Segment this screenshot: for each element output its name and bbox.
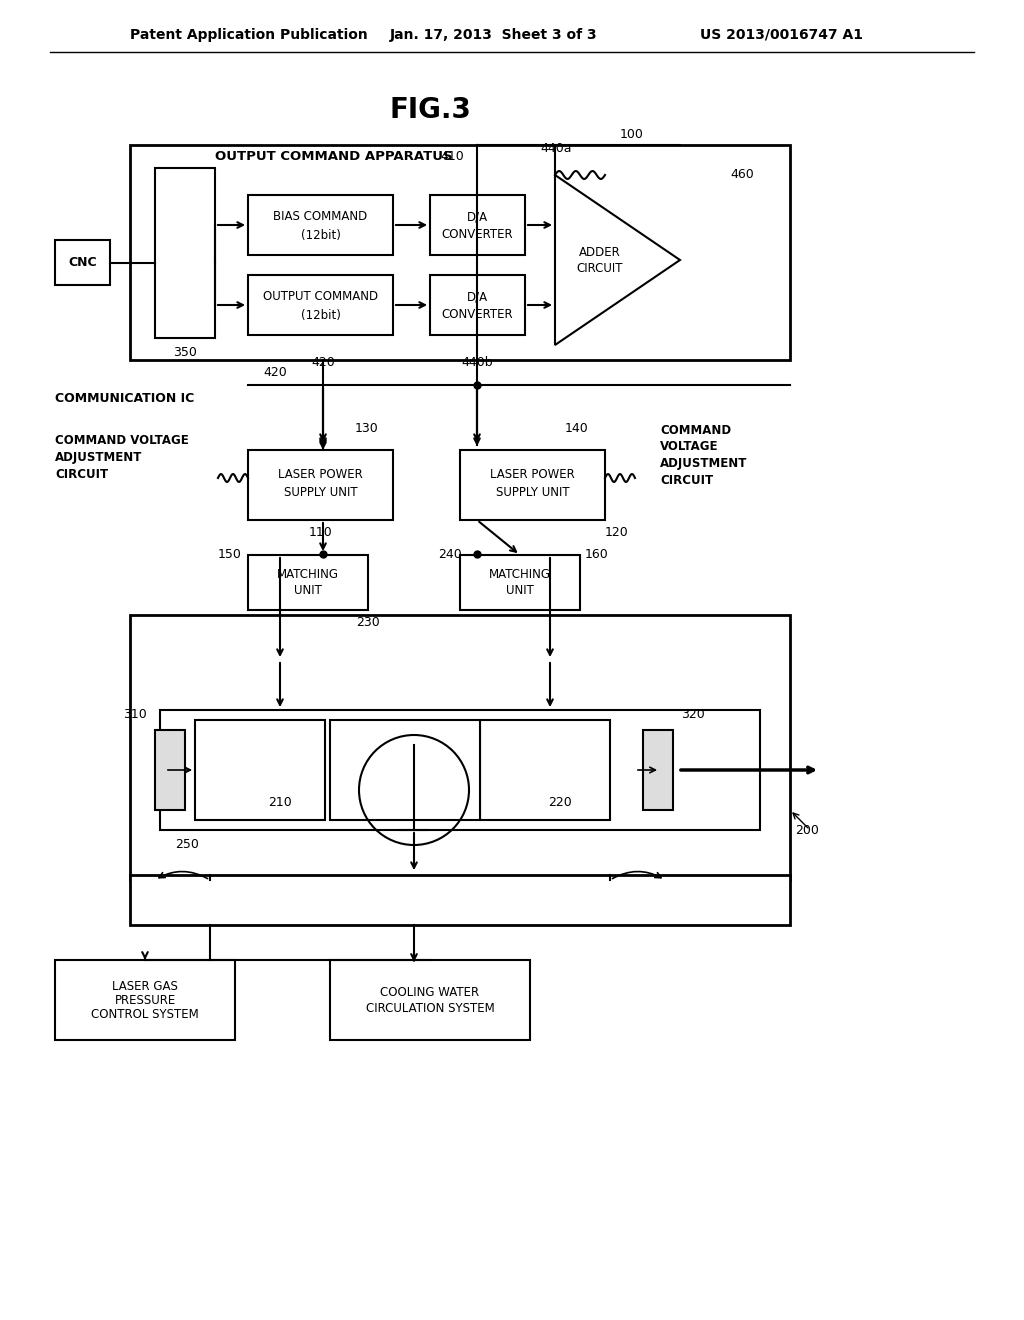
Text: D/A: D/A: [467, 290, 488, 304]
Text: OUTPUT COMMAND APPARATUS: OUTPUT COMMAND APPARATUS: [215, 150, 453, 164]
Text: COMMUNICATION IC: COMMUNICATION IC: [55, 392, 195, 405]
Text: LASER POWER: LASER POWER: [279, 469, 362, 482]
Text: Jan. 17, 2013  Sheet 3 of 3: Jan. 17, 2013 Sheet 3 of 3: [390, 28, 598, 42]
Text: CONTROL SYSTEM: CONTROL SYSTEM: [91, 1007, 199, 1020]
Text: ADJUSTMENT: ADJUSTMENT: [660, 458, 748, 470]
Text: CIRCUIT: CIRCUIT: [55, 467, 109, 480]
Text: CIRCUIT: CIRCUIT: [660, 474, 713, 487]
FancyBboxPatch shape: [160, 710, 760, 830]
Text: 320: 320: [681, 709, 705, 722]
Text: 420: 420: [263, 366, 287, 379]
FancyBboxPatch shape: [130, 145, 790, 360]
Text: 160: 160: [585, 549, 608, 561]
Text: US 2013/0016747 A1: US 2013/0016747 A1: [700, 28, 863, 42]
FancyBboxPatch shape: [430, 195, 525, 255]
Text: CIRCULATION SYSTEM: CIRCULATION SYSTEM: [366, 1002, 495, 1015]
Text: MATCHING: MATCHING: [278, 568, 339, 581]
Text: FIG.3: FIG.3: [389, 96, 471, 124]
Text: 410: 410: [440, 150, 464, 164]
Text: 310: 310: [123, 709, 146, 722]
Text: D/A: D/A: [467, 210, 488, 223]
Text: CNC: CNC: [69, 256, 97, 269]
FancyBboxPatch shape: [248, 195, 393, 255]
Text: 100: 100: [620, 128, 644, 141]
Text: UNIT: UNIT: [294, 583, 322, 597]
Text: LASER POWER: LASER POWER: [490, 469, 574, 482]
Text: (12bit): (12bit): [301, 228, 340, 242]
Text: COOLING WATER: COOLING WATER: [381, 986, 479, 998]
FancyBboxPatch shape: [195, 719, 325, 820]
FancyBboxPatch shape: [643, 730, 673, 810]
FancyBboxPatch shape: [480, 719, 610, 820]
Text: 230: 230: [356, 615, 380, 628]
Text: UNIT: UNIT: [506, 583, 534, 597]
FancyBboxPatch shape: [248, 450, 393, 520]
Text: COMMAND: COMMAND: [660, 424, 731, 437]
Text: MATCHING: MATCHING: [489, 568, 551, 581]
FancyBboxPatch shape: [55, 960, 234, 1040]
Text: 140: 140: [565, 421, 589, 434]
Text: 110: 110: [308, 525, 333, 539]
Text: Patent Application Publication: Patent Application Publication: [130, 28, 368, 42]
Text: 210: 210: [268, 796, 292, 808]
Text: 440b: 440b: [461, 356, 493, 370]
Text: (12bit): (12bit): [301, 309, 340, 322]
FancyBboxPatch shape: [155, 168, 215, 338]
FancyBboxPatch shape: [130, 615, 790, 880]
Text: LASER GAS: LASER GAS: [112, 979, 178, 993]
Text: 120: 120: [605, 525, 629, 539]
FancyBboxPatch shape: [155, 730, 185, 810]
Text: PRESSURE: PRESSURE: [115, 994, 176, 1006]
Text: SUPPLY UNIT: SUPPLY UNIT: [496, 487, 569, 499]
Text: SUPPLY UNIT: SUPPLY UNIT: [284, 487, 357, 499]
FancyBboxPatch shape: [248, 275, 393, 335]
Text: 240: 240: [438, 549, 462, 561]
FancyBboxPatch shape: [430, 275, 525, 335]
Text: CONVERTER: CONVERTER: [441, 228, 513, 242]
FancyBboxPatch shape: [248, 554, 368, 610]
Text: CIRCUIT: CIRCUIT: [577, 261, 624, 275]
Text: ADDER: ADDER: [580, 246, 621, 259]
Text: 150: 150: [218, 549, 242, 561]
Text: VOLTAGE: VOLTAGE: [660, 441, 719, 454]
Text: BIAS COMMAND: BIAS COMMAND: [273, 210, 368, 223]
FancyBboxPatch shape: [460, 450, 605, 520]
Text: 460: 460: [730, 169, 754, 181]
Text: 250: 250: [175, 838, 199, 851]
Text: COMMAND VOLTAGE: COMMAND VOLTAGE: [55, 433, 188, 446]
Text: 440a: 440a: [540, 141, 571, 154]
FancyBboxPatch shape: [330, 960, 530, 1040]
FancyBboxPatch shape: [130, 875, 790, 925]
Text: ADJUSTMENT: ADJUSTMENT: [55, 450, 142, 463]
FancyBboxPatch shape: [330, 719, 480, 820]
FancyBboxPatch shape: [460, 554, 580, 610]
Text: OUTPUT COMMAND: OUTPUT COMMAND: [263, 290, 378, 304]
Text: 130: 130: [355, 421, 379, 434]
Text: 200: 200: [795, 824, 819, 837]
Text: 420: 420: [311, 356, 335, 370]
Text: 220: 220: [548, 796, 571, 808]
FancyBboxPatch shape: [55, 240, 110, 285]
Text: 350: 350: [173, 346, 197, 359]
Text: CONVERTER: CONVERTER: [441, 309, 513, 322]
